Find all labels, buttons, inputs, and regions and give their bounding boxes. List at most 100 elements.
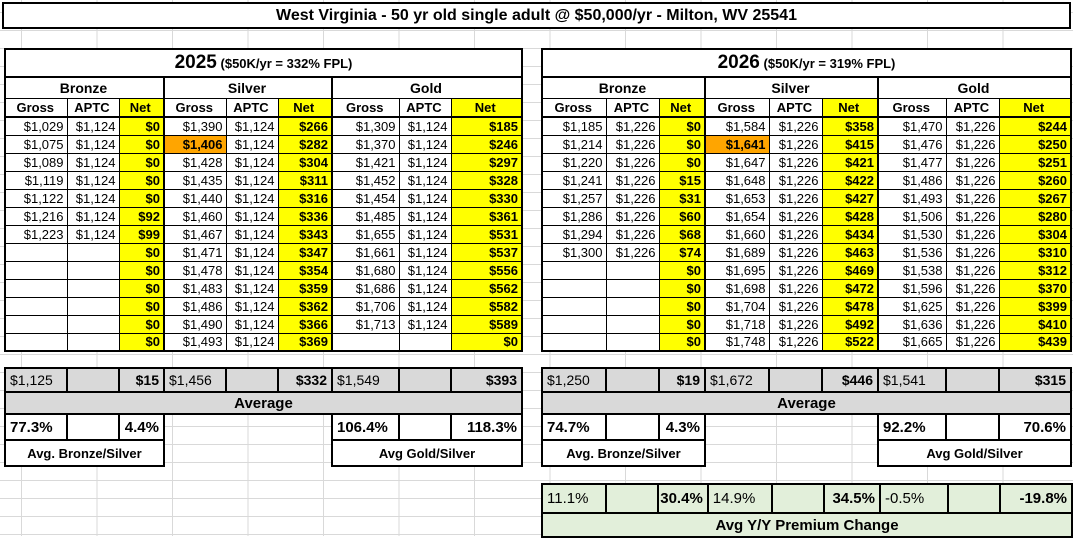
column-header[interactable]: Gross (163, 97, 227, 118)
premium-cell[interactable]: $1,226 (768, 188, 823, 208)
premium-cell[interactable]: $1,493 (877, 188, 947, 208)
premium-cell[interactable]: $1,226 (768, 332, 823, 352)
net-premium-cell[interactable]: $0 (118, 188, 165, 208)
premium-cell[interactable]: $1,647 (704, 152, 770, 172)
yoy-percent-cell[interactable]: 34.5% (823, 483, 881, 514)
premium-cell[interactable] (605, 296, 660, 316)
net-premium-cell[interactable]: $60 (658, 206, 706, 226)
premium-cell[interactable]: $1,596 (877, 278, 947, 298)
column-header[interactable]: Gross (877, 97, 947, 118)
premium-cell[interactable]: $1,226 (605, 224, 660, 244)
column-header[interactable]: APTC (945, 97, 1000, 118)
premium-cell[interactable]: $1,257 (541, 188, 607, 208)
premium-cell[interactable]: $1,486 (163, 296, 227, 316)
premium-cell[interactable]: $1,124 (66, 116, 120, 136)
premium-cell[interactable]: $1,470 (877, 116, 947, 136)
average-value-cell[interactable]: $393 (450, 367, 523, 393)
column-header[interactable]: APTC (398, 97, 452, 118)
premium-cell[interactable]: $1,124 (225, 134, 279, 154)
net-premium-cell[interactable]: $428 (821, 206, 879, 226)
ratio-percent-cell[interactable]: 4.3% (658, 413, 706, 441)
premium-cell[interactable]: $1,124 (398, 224, 452, 244)
net-premium-cell[interactable]: $522 (821, 332, 879, 352)
average-value-cell[interactable]: $1,125 (4, 367, 68, 393)
premium-cell[interactable]: $1,655 (331, 224, 400, 244)
net-premium-cell[interactable]: $0 (658, 152, 706, 172)
premium-cell[interactable]: $1,124 (66, 170, 120, 190)
empty-cell[interactable] (705, 440, 878, 466)
yoy-percent-cell[interactable] (770, 483, 826, 514)
net-premium-cell[interactable]: $0 (118, 170, 165, 190)
premium-cell[interactable]: $1,421 (331, 152, 400, 172)
column-header[interactable]: Gross (541, 97, 607, 118)
premium-cell[interactable] (66, 332, 120, 352)
premium-cell[interactable]: $1,530 (877, 224, 947, 244)
premium-cell[interactable]: $1,713 (331, 314, 400, 334)
column-header[interactable]: Net (998, 97, 1072, 118)
net-premium-cell[interactable]: $434 (821, 224, 879, 244)
net-premium-cell[interactable]: $266 (277, 116, 333, 136)
net-premium-cell[interactable]: $537 (450, 242, 523, 262)
premium-cell[interactable] (4, 314, 68, 334)
yoy-percent-cell[interactable] (946, 483, 1002, 514)
premium-cell[interactable]: $1,226 (768, 278, 823, 298)
premium-cell[interactable] (605, 314, 660, 334)
net-premium-cell[interactable]: $359 (277, 278, 333, 298)
net-premium-cell[interactable]: $361 (450, 206, 523, 226)
net-premium-cell[interactable]: $562 (450, 278, 523, 298)
premium-cell[interactable]: $1,680 (331, 260, 400, 280)
average-value-cell[interactable]: $1,250 (541, 367, 607, 393)
premium-cell[interactable]: $1,124 (225, 314, 279, 334)
premium-cell[interactable]: $1,490 (163, 314, 227, 334)
yoy-percent-cell[interactable] (604, 483, 660, 514)
empty-cell[interactable] (164, 440, 332, 466)
premium-cell[interactable]: $1,124 (66, 134, 120, 154)
premium-cell[interactable]: $1,089 (4, 152, 68, 172)
premium-cell[interactable]: $1,124 (225, 170, 279, 190)
column-header[interactable]: Net (450, 97, 523, 118)
average-value-cell[interactable] (398, 367, 452, 393)
premium-cell[interactable]: $1,286 (541, 206, 607, 226)
premium-cell[interactable]: $1,124 (225, 332, 279, 352)
premium-cell[interactable]: $1,452 (331, 170, 400, 190)
premium-cell[interactable]: $1,686 (331, 278, 400, 298)
premium-cell[interactable]: $1,706 (331, 296, 400, 316)
premium-cell[interactable]: $1,478 (163, 260, 227, 280)
premium-cell[interactable] (4, 278, 68, 298)
premium-cell[interactable]: $1,226 (605, 188, 660, 208)
premium-cell[interactable]: $1,689 (704, 242, 770, 262)
net-premium-cell[interactable]: $185 (450, 116, 523, 136)
premium-cell[interactable]: $1,483 (163, 278, 227, 298)
net-premium-cell[interactable]: $31 (658, 188, 706, 208)
net-premium-cell[interactable]: $358 (821, 116, 879, 136)
net-premium-cell[interactable]: $0 (450, 332, 523, 352)
average-value-cell[interactable]: $446 (821, 367, 879, 393)
premium-cell[interactable]: $1,124 (398, 134, 452, 154)
premium-cell[interactable]: $1,226 (945, 260, 1000, 280)
premium-cell[interactable]: $1,226 (768, 134, 823, 154)
group-average-label[interactable]: Avg Gold/Silver (331, 439, 523, 467)
premium-cell[interactable]: $1,748 (704, 332, 770, 352)
premium-cell[interactable]: $1,124 (66, 224, 120, 244)
premium-cell[interactable]: $1,124 (398, 170, 452, 190)
premium-cell[interactable]: $1,124 (398, 278, 452, 298)
net-premium-cell[interactable]: $0 (658, 134, 706, 154)
net-premium-cell[interactable]: $280 (998, 206, 1072, 226)
premium-cell[interactable]: $1,226 (768, 224, 823, 244)
premium-cell[interactable] (66, 242, 120, 262)
net-premium-cell[interactable]: $92 (118, 206, 165, 226)
premium-cell[interactable] (605, 260, 660, 280)
net-premium-cell[interactable]: $244 (998, 116, 1072, 136)
net-premium-cell[interactable]: $369 (277, 332, 333, 352)
premium-cell[interactable]: $1,485 (331, 206, 400, 226)
premium-cell[interactable]: $1,476 (877, 134, 947, 154)
premium-cell[interactable]: $1,124 (225, 206, 279, 226)
premium-cell[interactable]: $1,226 (945, 170, 1000, 190)
yoy-percent-cell[interactable]: 14.9% (706, 483, 773, 514)
average-value-cell[interactable]: $1,541 (877, 367, 947, 393)
premium-cell[interactable]: $1,648 (704, 170, 770, 190)
premium-cell[interactable] (4, 242, 68, 262)
premium-cell[interactable]: $1,390 (163, 116, 227, 136)
premium-cell[interactable]: $1,698 (704, 278, 770, 298)
net-premium-cell[interactable]: $0 (118, 332, 165, 352)
